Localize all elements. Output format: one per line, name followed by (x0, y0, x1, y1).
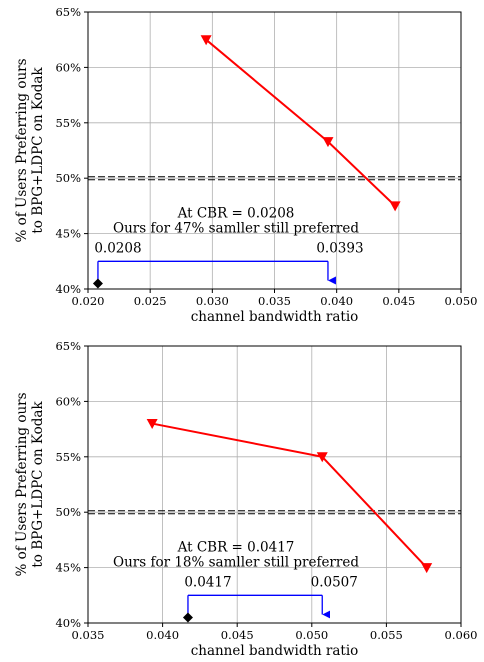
x-tick-label: 0.025 (134, 294, 167, 308)
x-tick-label: 0.040 (320, 294, 353, 308)
y-tick-label: 65% (55, 5, 81, 19)
series-point (421, 563, 433, 574)
annotation-cbr: At CBR = 0.0208 (177, 205, 295, 221)
series-point (322, 137, 334, 148)
axes-frame (87, 345, 462, 624)
y-axis-label-line1: % of Users Preferring ours (14, 58, 30, 242)
annotation-cbr: At CBR = 0.0417 (177, 539, 295, 555)
y-tick-label: 45% (55, 561, 81, 575)
bracket-left-value: 0.0208 (94, 240, 141, 256)
x-axis-label: channel bandwidth ratio (191, 309, 359, 325)
x-axis-label: channel bandwidth ratio (191, 643, 359, 659)
y-tick-label: 55% (55, 450, 81, 464)
x-tick-label: 0.050 (445, 294, 478, 308)
series-point (316, 452, 328, 463)
y-tick-label: 40% (55, 616, 81, 630)
series-point (389, 201, 401, 212)
y-axis-label-line1: % of Users Preferring ours (14, 392, 30, 576)
chart-2: 0.035 0.040 0.045 0.050 0.055 0.060 40% 45% 50% 5… (14, 339, 477, 659)
x-tick-label: 0.020 (72, 294, 105, 308)
baseline-point (92, 278, 103, 289)
x-tick-label: 0.045 (221, 628, 254, 642)
y-tick-label: 40% (55, 282, 81, 296)
y-axis-label-line2: to BPG+LDPC on Kodak (30, 67, 46, 234)
y-tick-label: 55% (55, 116, 81, 130)
x-tick-label: 0.045 (382, 294, 415, 308)
x-tick-label: 0.035 (72, 628, 105, 642)
y-axis-label: % of Users Preferring ours to BPG+LDPC on… (14, 392, 46, 576)
x-tick-label: 0.060 (445, 628, 478, 642)
bracket-right-value: 0.0507 (311, 574, 358, 590)
x-tick-label: 0.055 (370, 628, 403, 642)
y-axis-label-line2: to BPG+LDPC on Kodak (30, 401, 46, 568)
y-tick-label: 45% (55, 227, 81, 241)
x-tick-label: 0.040 (146, 628, 179, 642)
y-tick-label: 60% (55, 394, 81, 408)
bracket-right-value: 0.0393 (316, 240, 363, 256)
y-axis-label: % of Users Preferring ours to BPG+LDPC on… (14, 58, 46, 242)
x-tick-label: 0.035 (258, 294, 291, 308)
annotation-savings: Ours for 47% samller still preferred (113, 220, 359, 236)
bracket-left-value: 0.0417 (184, 574, 231, 590)
y-tick-label: 50% (55, 171, 81, 185)
series-point (200, 35, 212, 46)
baseline-point (182, 612, 193, 623)
chart-1: 0.020 0.025 0.030 0.035 0.040 0.045 0.050 40% 45… (14, 5, 477, 325)
x-tick-label: 0.050 (295, 628, 328, 642)
annotation-savings: Ours for 18% samller still preferred (113, 554, 359, 570)
y-tick-label: 60% (55, 60, 81, 74)
series-point (146, 419, 158, 430)
y-tick-label: 50% (55, 505, 81, 519)
x-tick-label: 0.030 (196, 294, 229, 308)
y-tick-label: 65% (55, 339, 81, 353)
